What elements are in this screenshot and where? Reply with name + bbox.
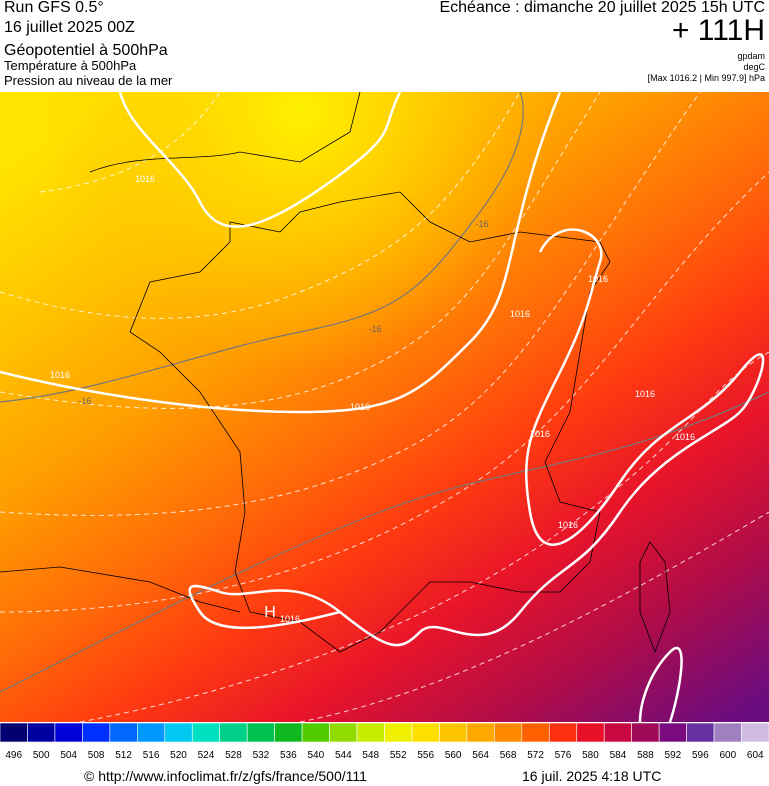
contour-label: H [264,604,276,621]
run: Run GFS 0.5° [4,0,104,16]
contour-label: 1016 [635,389,655,399]
colorbar-label: 596 [692,750,709,761]
color-swatch [576,723,605,743]
subtitle: Température à 500hPa [4,58,137,73]
color-swatch [301,723,330,743]
color-swatch [329,723,358,743]
colorbar-label: 552 [390,750,407,761]
colorbar-label: 500 [33,750,50,761]
color-swatch [27,723,56,743]
color-swatch [0,723,28,743]
color-swatch [631,723,660,743]
colorbar-label: 544 [335,750,352,761]
coastline [0,92,671,654]
contour-label: 1016 [135,174,155,184]
colorbar-label: 548 [362,750,379,761]
unit: [Max 1016.2 | Min 997.9] hPa [647,73,765,83]
color-swatch [137,723,166,743]
colorbar-label: 528 [225,750,242,761]
map-title: Géopotentiel à 500hPa [4,42,168,59]
colorbar-label: 592 [665,750,682,761]
color-swatch [356,723,385,743]
color-swatch [54,723,83,743]
colorbar-label: 572 [527,750,544,761]
color-swatch [384,723,413,743]
color-swatch [658,723,687,743]
color-swatch [411,723,440,743]
colorbar-label: 512 [115,750,132,761]
color-swatch [246,723,275,743]
map: 1016 1016 1016 1016 1016 1016 1016 1016 1016 1016… [0,92,769,722]
contour-label: 1016 [50,370,70,380]
unit: degC [743,62,765,72]
colorbar-label: 604 [747,750,764,761]
color-swatch [466,723,495,743]
subtitle: Pression au niveau de la mer [4,73,173,88]
color-swatch [548,723,578,743]
contour-label: 1016 [510,309,530,319]
color-swatch [219,723,248,743]
colorbar-label: 532 [253,750,270,761]
contour-label: 1016 [530,429,550,439]
color-swatch [82,723,111,743]
colorbar-label: 516 [143,750,160,761]
temperature-contours [0,92,769,693]
unit: gpdam [737,51,765,61]
color-swatch [439,723,468,743]
echeance: Echéance : dimanche 20 juillet 2025 15h … [439,0,765,16]
colorbar-label: 588 [637,750,654,761]
color-swatch [274,723,303,743]
colorbar-label: 560 [445,750,462,761]
map-labels: 1016 1016 1016 1016 1016 1016 1016 1016 1016 1016… [50,174,695,624]
colorbar-label: 556 [417,750,434,761]
colorbar-label: 576 [555,750,572,761]
lead-time: + 111H [671,14,765,47]
colorbar-label: 536 [280,750,297,761]
contour-label: 1016 [350,402,370,412]
color-swatch [603,723,632,743]
colorbar-label: 584 [610,750,627,761]
colorbar-label: 600 [719,750,736,761]
color-swatch [521,723,550,743]
color-swatch [713,723,742,743]
colorbar-label: 496 [5,750,22,761]
colorbar-label: 524 [198,750,215,761]
color-swatch [494,723,523,743]
colorbar-label: 504 [60,750,77,761]
colorbar-label: 568 [500,750,517,761]
color-swatch [741,723,769,743]
colorbar-label: 508 [88,750,105,761]
contour-label: -16 [78,396,91,406]
colorbar: 496 500 504 508 512 516 520 524 528 532 536 540 544 5… [0,723,769,761]
source-url: © http://www.infoclimat.fr/z/gfs/france/… [84,768,367,784]
colorbar-label: 580 [582,750,599,761]
color-swatch [164,723,193,743]
contour-label: 1016 [588,274,608,284]
color-swatch [686,723,715,743]
colorbar-label: 564 [472,750,489,761]
colorbar-label: 520 [170,750,187,761]
colorbar-label: 540 [307,750,324,761]
color-swatch [109,723,138,743]
contour-label: 1016 [280,614,300,624]
geopotential-contours [0,92,769,722]
color-swatch [191,723,221,743]
contour-label: -16 [475,219,488,229]
timestamp: 16 juil. 2025 4:18 UTC [522,768,662,784]
run-date: 16 juillet 2025 00Z [4,19,135,36]
contour-label: 1016 [558,520,578,530]
pressure-contours [0,92,765,722]
contour-label: 1016 [675,432,695,442]
contour-label: -16 [368,324,381,334]
